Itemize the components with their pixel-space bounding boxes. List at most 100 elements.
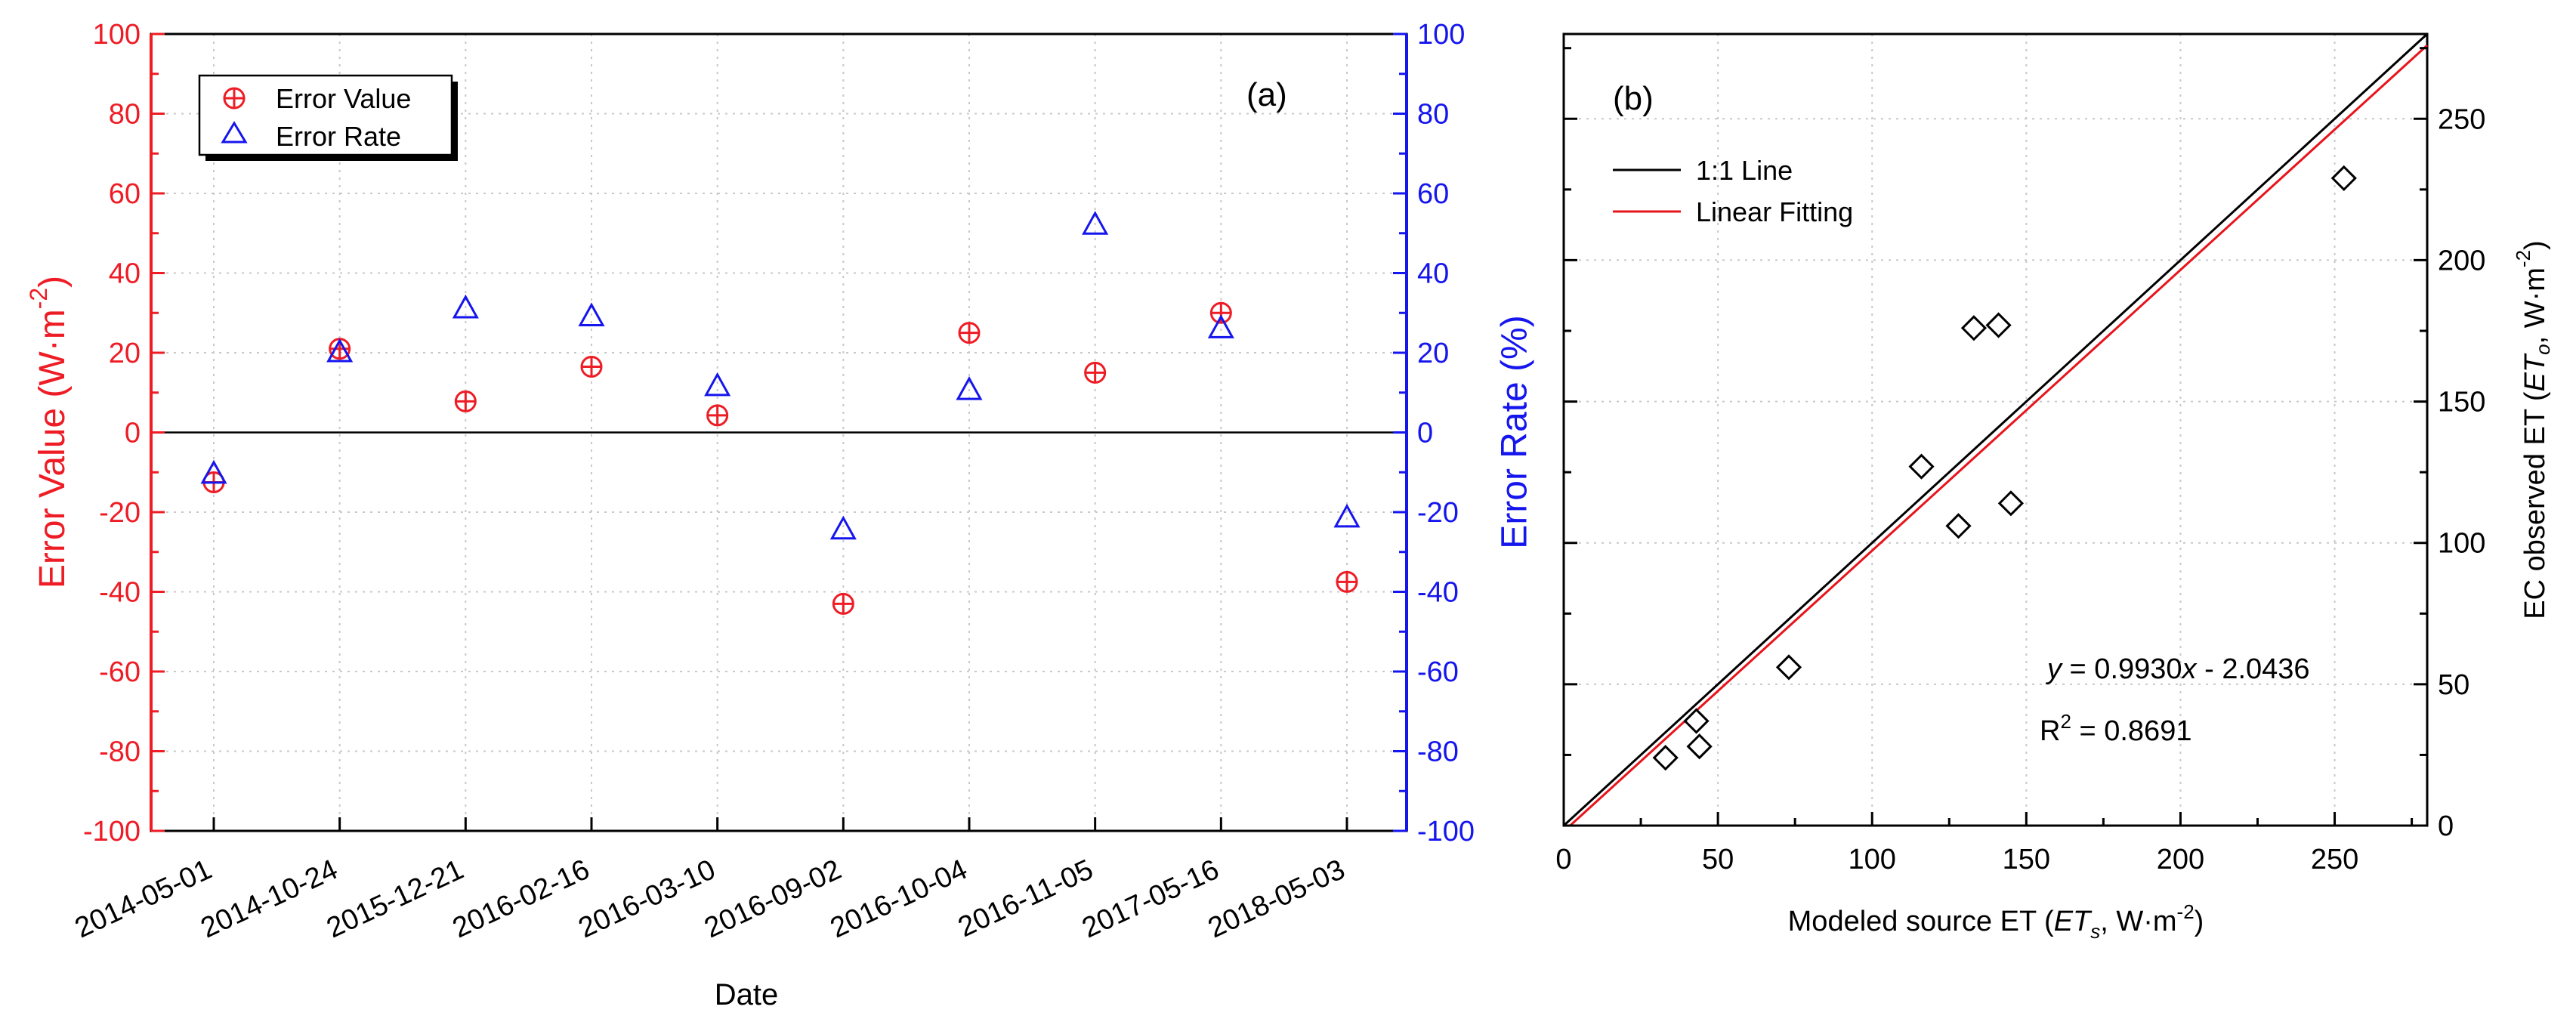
y-tick-label-b: 100 — [2438, 528, 2485, 560]
right-y-tick-label: 100 — [1417, 19, 1465, 51]
data-point-diamond — [2330, 165, 2357, 192]
error-value-point — [1084, 361, 1107, 384]
linear-fit-line — [1569, 44, 2429, 827]
legend-label-error-rate: Error Rate — [276, 121, 401, 152]
x-tick-label-b: 150 — [2003, 844, 2050, 875]
x-tick-label: 2016-02-16 — [448, 854, 595, 944]
x-tick-label: 2015-12-21 — [322, 854, 468, 944]
x-tick-label-b: 200 — [2157, 844, 2204, 875]
error-rate-point — [326, 338, 354, 363]
left-y-tick-label: -20 — [99, 497, 141, 529]
error-value-point — [580, 355, 603, 378]
x-tick-label: 2016-03-10 — [574, 854, 721, 944]
right-y-tick-label: 40 — [1417, 258, 1449, 290]
data-point-diamond — [1686, 733, 1713, 760]
data-point-diamond — [1652, 745, 1679, 771]
error-rate-point — [704, 372, 731, 397]
left-y-tick-label: 0 — [125, 418, 141, 449]
error-rate-point — [452, 294, 479, 319]
panel-b: 0 50 100 150 200 250 0 50 100 150 200 250 Modeled s… — [1555, 32, 2554, 943]
error-rate-point — [578, 302, 605, 327]
left-y-tick-label: -60 — [99, 656, 141, 688]
panel-a: -100 -80 -60 -40 -20 0 20 40 60 80 100 -100 -80 -60 -4… — [25, 19, 1534, 1011]
right-y-tick-label: -100 — [1417, 816, 1475, 848]
panel-b-lines — [1562, 32, 2429, 827]
legend-marker-triangle — [221, 121, 248, 144]
panel-label-b: (b) — [1613, 80, 1654, 117]
data-point-diamond — [1997, 490, 2025, 517]
data-point-diamond — [1775, 654, 1802, 681]
right-y-tick-label: -60 — [1417, 656, 1459, 688]
x-tick-label: 2018-05-03 — [1203, 854, 1350, 944]
x-tick-label-b: 50 — [1702, 844, 1734, 875]
x-tick-label: 2016-10-04 — [826, 854, 972, 944]
x-tick-label: 2016-11-05 — [953, 854, 1098, 943]
panel-label-a: (a) — [1246, 76, 1287, 113]
panel-a-series — [200, 211, 1361, 615]
error-value-point — [832, 592, 854, 615]
y-tick-label-b: 150 — [2438, 387, 2485, 418]
error-value-point — [706, 404, 729, 427]
panel-b-points — [1652, 165, 2357, 771]
y-tick-label-b: 250 — [2438, 103, 2485, 135]
right-y-tick-label: 20 — [1417, 338, 1449, 369]
y-tick-label-b: 0 — [2438, 810, 2454, 842]
one-to-one-line — [1562, 32, 2429, 827]
legend-b: 1:1 Line Linear Fitting — [1613, 155, 1853, 227]
left-y-axis-title: Error Value (W·m-2) — [25, 276, 72, 588]
right-y-tick-label: 60 — [1417, 178, 1449, 210]
x-tick-label-b: 0 — [1555, 844, 1571, 875]
data-point-diamond — [1985, 312, 2012, 338]
x-axis-title: Date — [715, 978, 779, 1011]
x-tick-label: 2014-05-01 — [70, 854, 217, 944]
regression-equation: y = 0.9930x - 2.0436 — [2045, 653, 2310, 685]
error-value-point — [454, 390, 477, 412]
y-axis-title-b: EC observed ET (ETo, W·m-2) — [2512, 240, 2554, 619]
legend-marker-circle-plus — [223, 87, 246, 110]
left-y-tick-label: 20 — [109, 338, 141, 369]
right-y-tick-label: 0 — [1417, 418, 1433, 449]
right-y-tick-label: -80 — [1417, 736, 1459, 768]
data-point-diamond — [1960, 315, 1988, 341]
left-y-tick-label: -40 — [99, 577, 141, 609]
error-rate-point — [1207, 314, 1234, 338]
data-point-diamond — [1683, 708, 1710, 734]
x-tick-label-b: 100 — [1849, 844, 1896, 875]
left-y-tick-label: 40 — [109, 258, 141, 290]
legend-a: Error Value Error Rate — [198, 74, 458, 161]
error-rate-point — [956, 376, 983, 400]
right-y-tick-label: -20 — [1417, 497, 1459, 529]
y-tick-label-b: 50 — [2438, 669, 2469, 701]
error-value-point — [1336, 570, 1358, 593]
panel-b-grid — [1564, 34, 2427, 826]
panel-b-frame — [1562, 32, 2429, 827]
data-point-diamond — [1945, 513, 1972, 539]
x-axis-title-b: Modeled source ET (ETs, W·m-2) — [1788, 900, 2204, 943]
left-y-tick-label: 80 — [109, 99, 141, 131]
legend-label-linear-fitting: Linear Fitting — [1696, 196, 1853, 227]
left-y-tick-label: -100 — [83, 816, 141, 848]
y-tick-label-b: 200 — [2438, 245, 2485, 276]
x-tick-label-b: 250 — [2311, 844, 2358, 875]
x-tick-label: 2014-10-24 — [196, 854, 343, 944]
error-rate-point — [1333, 503, 1361, 528]
left-y-tick-label: 60 — [109, 178, 141, 210]
panel-b-ticks: 0 50 100 150 200 250 0 50 100 150 200 250 — [1555, 47, 2485, 875]
right-y-tick-label: 80 — [1417, 99, 1449, 131]
error-value-point — [1209, 301, 1232, 324]
data-point-diamond — [1908, 453, 1935, 480]
left-y-tick-label: -80 — [99, 736, 141, 768]
x-tick-label: 2017-05-16 — [1077, 854, 1224, 944]
x-tick-label: 2016-09-02 — [700, 854, 846, 944]
error-rate-point — [829, 515, 857, 540]
legend-label-1-1-line: 1:1 Line — [1696, 155, 1793, 186]
error-rate-point — [1082, 211, 1109, 235]
r-squared: R2 = 0.8691 — [2040, 710, 2191, 747]
right-y-axis-title: Error Rate (%) — [1495, 315, 1535, 548]
legend-label-error-value: Error Value — [276, 83, 411, 114]
error-rate-point — [200, 459, 227, 484]
error-value-point — [958, 322, 981, 344]
right-y-tick-label: -40 — [1417, 577, 1459, 609]
left-y-tick-label: 100 — [93, 19, 141, 51]
